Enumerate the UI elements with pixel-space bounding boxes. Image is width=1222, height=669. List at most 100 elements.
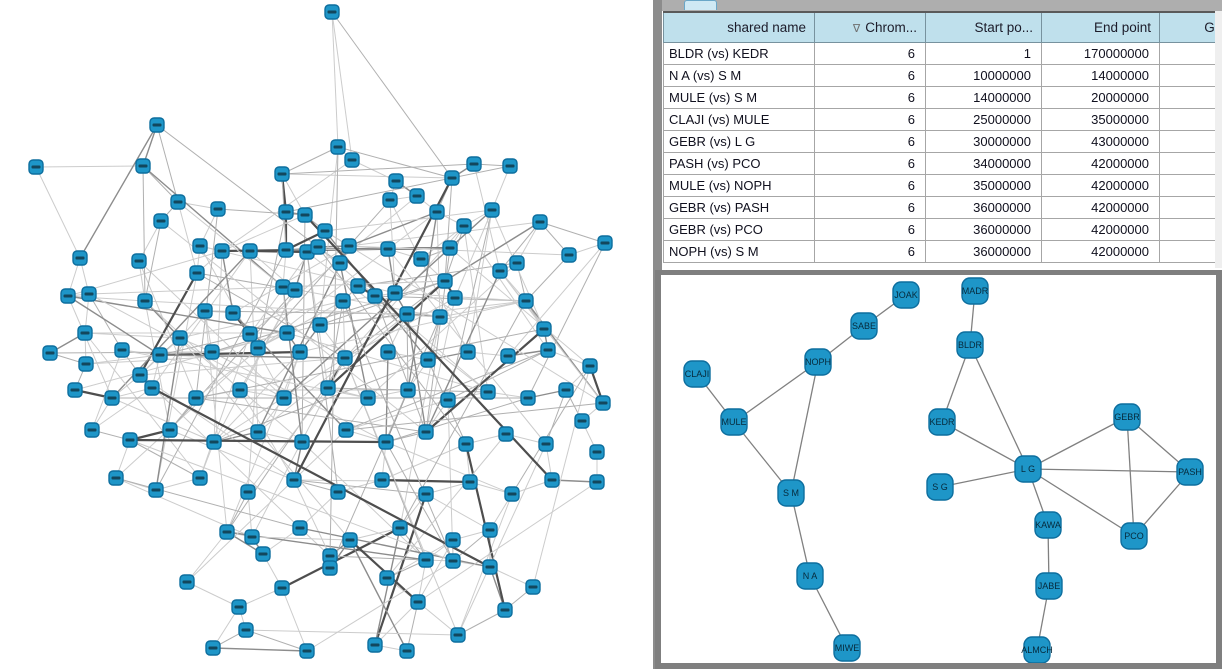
network-node[interactable] (850, 312, 878, 340)
network-edge (245, 629, 308, 652)
network-node[interactable] (1120, 522, 1148, 550)
network-edge (251, 536, 351, 541)
main-network-canvas[interactable] (0, 0, 653, 669)
network-edge (425, 297, 456, 433)
network-edge (138, 260, 285, 399)
node-label (403, 388, 413, 392)
node-label (323, 386, 333, 390)
node-label (235, 388, 245, 392)
network-edge (299, 300, 527, 353)
node-label (325, 554, 335, 558)
node-label (592, 480, 602, 484)
network-edge (144, 300, 441, 318)
filter-icon[interactable]: ∇ (852, 23, 861, 35)
node-label (459, 224, 469, 228)
network-node[interactable] (683, 360, 711, 388)
network-edge (281, 163, 475, 175)
cell-value: 42000000 (1041, 152, 1160, 175)
network-node[interactable] (961, 277, 989, 305)
network-edge (324, 209, 493, 232)
node-label (543, 348, 553, 352)
table-row[interactable]: PASH (vs) PCO6340000004200000011.4 (663, 152, 1222, 175)
table-row[interactable]: GEBR (vs) L G6300000004300000016.9 (663, 130, 1222, 153)
node-label (107, 396, 117, 400)
network-node[interactable] (926, 473, 954, 501)
network-node[interactable] (833, 634, 861, 662)
table-row[interactable]: GEBR (vs) PASH636000000420000008.9 (663, 196, 1222, 219)
network-edge (239, 389, 295, 481)
panel-tab[interactable] (684, 0, 717, 10)
network-node[interactable] (1014, 455, 1042, 483)
node-label (402, 649, 412, 653)
node-label (281, 210, 291, 214)
network-edge (257, 300, 344, 349)
network-node[interactable] (1035, 572, 1063, 600)
network-edge (373, 493, 428, 646)
cell-value: 14000000 (925, 86, 1042, 109)
node-label (165, 428, 175, 432)
network-edge (454, 209, 493, 299)
node-label (81, 362, 91, 366)
network-edge (385, 351, 389, 443)
network-edge (386, 433, 507, 579)
table-row[interactable]: N A (vs) S M610000000140000006.6 (663, 64, 1222, 87)
network-edge (67, 295, 146, 302)
network-edge (142, 165, 284, 288)
network-edge (129, 439, 201, 479)
table-row[interactable]: NOPH (vs) S M636000000420000009.9 (663, 240, 1222, 263)
node-label (147, 386, 157, 390)
cell-value: 16.9 (1159, 130, 1222, 153)
node-label (353, 284, 363, 288)
network-node[interactable] (1034, 511, 1062, 539)
column-header-chrom[interactable]: ∇ Chrom... (814, 11, 926, 43)
node-label (469, 162, 479, 166)
table-row[interactable]: GEBR (vs) PCO636000000420000008.4 (663, 218, 1222, 241)
network-node[interactable] (1023, 636, 1051, 663)
network-edge (257, 199, 391, 349)
node-label (325, 566, 335, 570)
node-label (228, 311, 238, 315)
network-edge (195, 397, 427, 433)
column-header-startpo[interactable]: Start po... (925, 11, 1042, 43)
network-node[interactable] (1176, 458, 1204, 486)
column-header-sharedname[interactable]: shared name (663, 11, 815, 43)
network-edge (155, 249, 287, 491)
network-edge (155, 337, 181, 491)
network-node[interactable] (928, 408, 956, 436)
network-node[interactable] (796, 562, 824, 590)
node-label (277, 172, 287, 176)
network-node[interactable] (1113, 403, 1141, 431)
cell-value: 10.5 (1159, 174, 1222, 197)
network-edge (507, 242, 606, 357)
node-label (461, 442, 471, 446)
network-node[interactable] (956, 331, 984, 359)
network-node[interactable] (892, 281, 920, 309)
table-row[interactable]: CLAJI (vs) MULE625000000350000005.9 (663, 108, 1222, 131)
node-label (152, 123, 162, 127)
node-label (448, 559, 458, 563)
network-node[interactable] (720, 408, 748, 436)
network-edge (177, 201, 198, 274)
column-header-endpoint[interactable]: End point (1041, 11, 1160, 43)
network-node[interactable] (777, 479, 805, 507)
cell-value: 42000000 (1041, 240, 1160, 263)
table-row[interactable]: BLDR (vs) KEDR61170000000192.0 (663, 42, 1222, 65)
network-edge (733, 361, 819, 423)
column-header-genetic[interactable]: Genetic... (1159, 11, 1222, 43)
cell-value: 6.6 (1159, 64, 1222, 87)
network-edge (339, 262, 369, 399)
node-label (585, 364, 595, 368)
node-label (125, 438, 135, 442)
node-label (445, 246, 455, 250)
network-edge (342, 300, 454, 562)
table-row[interactable]: MULE (vs) S M614000000200000007.5 (663, 86, 1222, 109)
node-label (598, 401, 608, 405)
network-node[interactable] (804, 348, 832, 376)
network-edge (357, 262, 518, 287)
table-scroll-gutter[interactable] (1215, 11, 1222, 268)
network-edge (195, 248, 389, 399)
table-row[interactable]: MULE (vs) NOPH6350000004200000010.5 (663, 174, 1222, 197)
node-label (421, 430, 431, 434)
